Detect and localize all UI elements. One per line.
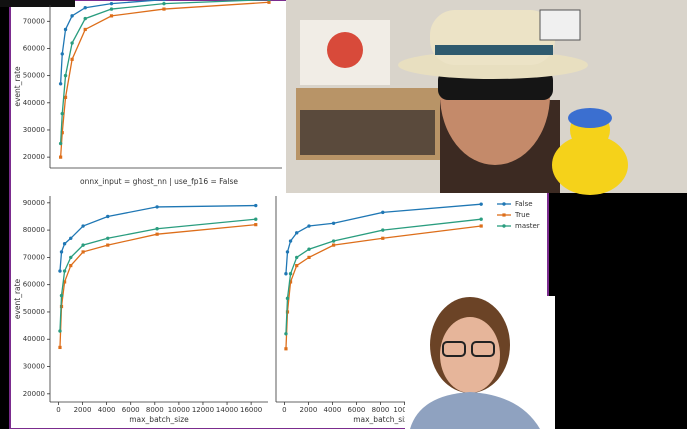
webcam-bottom xyxy=(405,296,555,429)
webcam-top xyxy=(286,0,687,195)
webcam-overlay xyxy=(0,0,687,429)
screen: 200003000040000500006000070000event_rate… xyxy=(0,0,687,429)
